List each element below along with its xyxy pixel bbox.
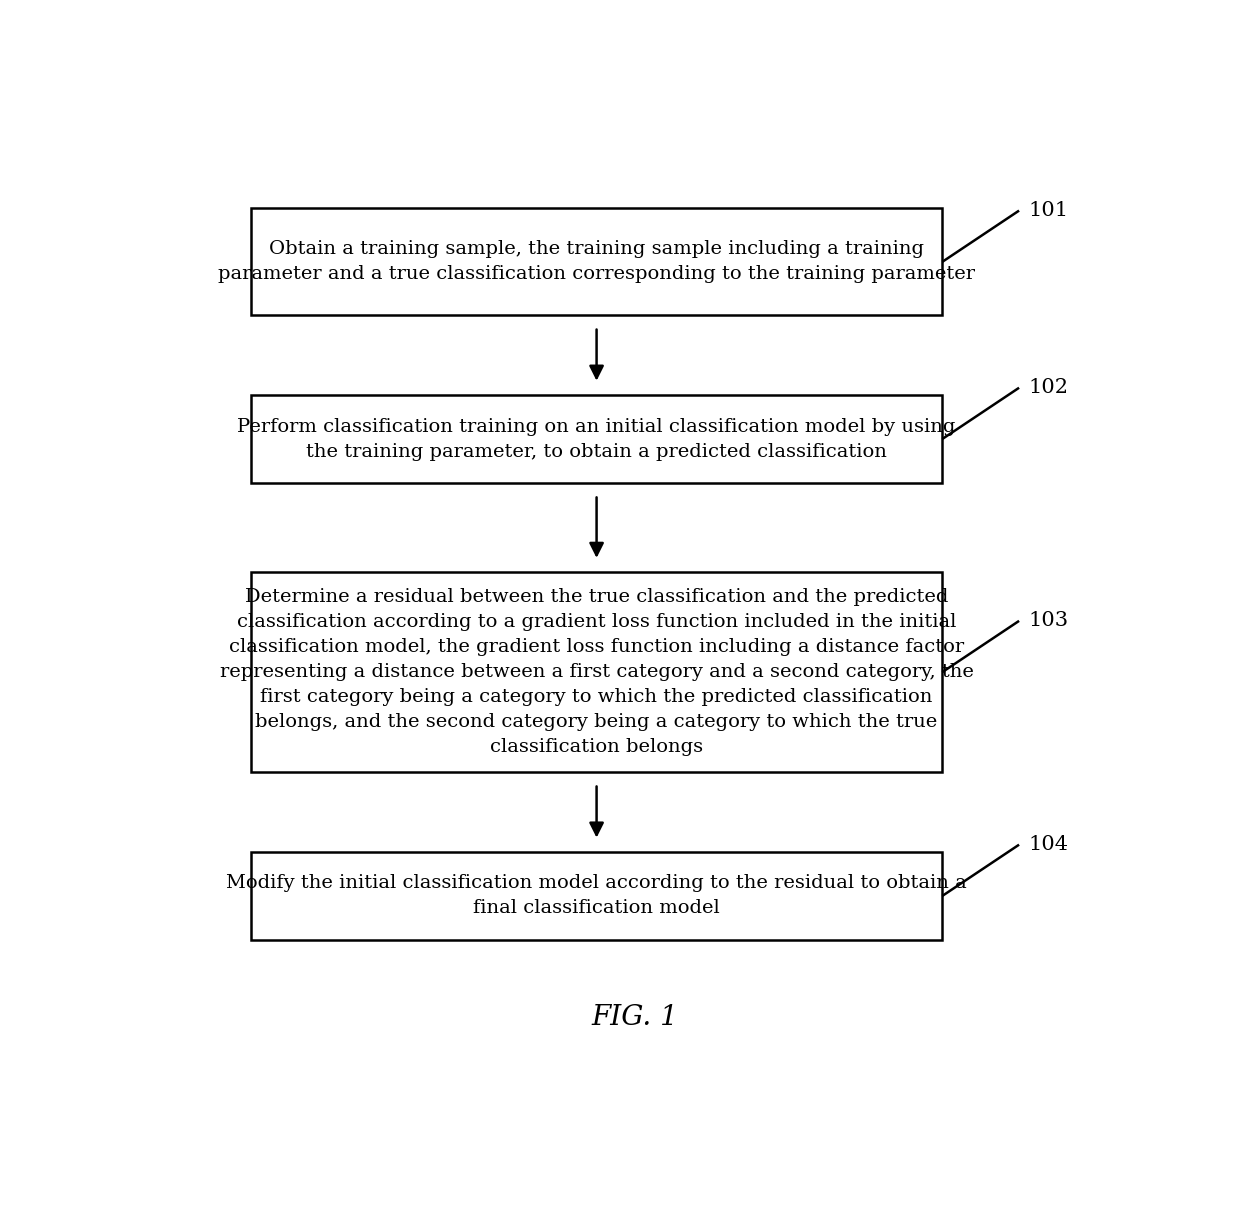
Bar — [250, 572, 943, 773]
Text: FIG. 1: FIG. 1 — [591, 1004, 679, 1031]
Bar — [250, 851, 943, 940]
Text: 103: 103 — [1028, 612, 1069, 631]
Bar — [250, 395, 943, 483]
Text: Determine a residual between the true classification and the predicted
classific: Determine a residual between the true cl… — [219, 589, 974, 756]
Text: Modify the initial classification model according to the residual to obtain a
fi: Modify the initial classification model … — [227, 874, 966, 918]
Text: 102: 102 — [1028, 378, 1069, 397]
Bar — [250, 208, 943, 316]
Text: Perform classification training on an initial classification model by using
the : Perform classification training on an in… — [238, 418, 955, 460]
Text: 104: 104 — [1028, 836, 1069, 854]
Text: Obtain a training sample, the training sample including a training
parameter and: Obtain a training sample, the training s… — [218, 240, 975, 283]
Text: 101: 101 — [1028, 201, 1069, 220]
